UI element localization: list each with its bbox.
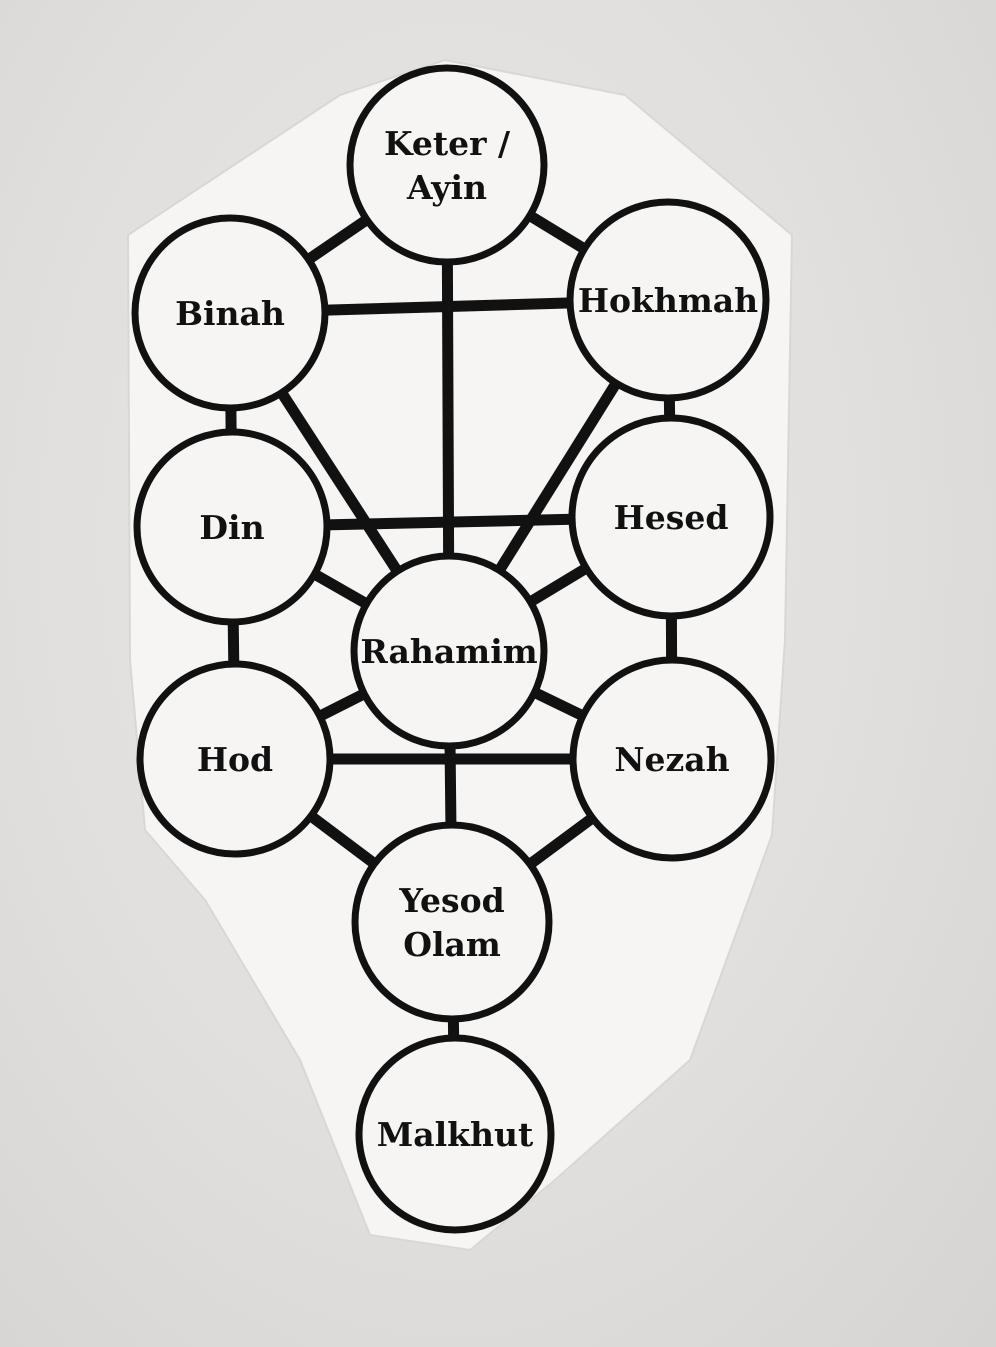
sefirah-label-binah: Binah	[175, 294, 285, 333]
sefirah-circle-hokhmah	[566, 198, 770, 402]
sefirah-circle-din	[133, 428, 331, 626]
sefirah-label-yesod-line2: Olam	[403, 925, 501, 964]
sefirah-circle-keter	[346, 64, 548, 266]
sefirah-label-hesed: Hesed	[614, 498, 729, 537]
sefirah-nezah: Nezah	[569, 656, 775, 862]
sefirah-label-hod: Hod	[197, 740, 273, 779]
sefirah-circle-rahamim	[350, 552, 548, 750]
sefirah-circle-binah	[131, 214, 329, 412]
sefirah-label-malkhut: Malkhut	[377, 1115, 534, 1154]
sefirah-keter: Keter / Ayin	[346, 64, 548, 266]
sefirah-din: Din	[133, 428, 331, 626]
sefirah-circle-hesed	[568, 414, 774, 620]
sefirah-label-keter-line2: Ayin	[406, 168, 487, 207]
sefirah-circle-hod	[136, 660, 334, 858]
sefirah-label-yesod-line1: Yesod	[398, 881, 504, 920]
sefirah-label-din: Din	[199, 508, 264, 547]
sefirah-circle-malkhut	[355, 1034, 555, 1234]
sefirah-label-hokhmah: Hokhmah	[578, 281, 758, 320]
sefirah-label-nezah: Nezah	[614, 740, 729, 779]
sefirah-malkhut: Malkhut	[355, 1034, 555, 1234]
sefirah-label-keter-line1: Keter /	[384, 124, 511, 163]
sefirah-binah: Binah	[131, 214, 329, 412]
sefirot-group: Keter / Ayin Binah Hokhmah Din Hesed Rahamim Ho…	[131, 64, 775, 1234]
sefirah-label-rahamim: Rahamim	[360, 632, 537, 671]
sefirah-circle-nezah	[569, 656, 775, 862]
sefirah-yesod: Yesod Olam	[351, 821, 553, 1023]
sefirah-hokhmah: Hokhmah	[566, 198, 770, 402]
sefirah-rahamim: Rahamim	[350, 552, 548, 750]
sefirah-circle-yesod	[351, 821, 553, 1023]
sefirah-hesed: Hesed	[568, 414, 774, 620]
sefirah-hod: Hod	[136, 660, 334, 858]
